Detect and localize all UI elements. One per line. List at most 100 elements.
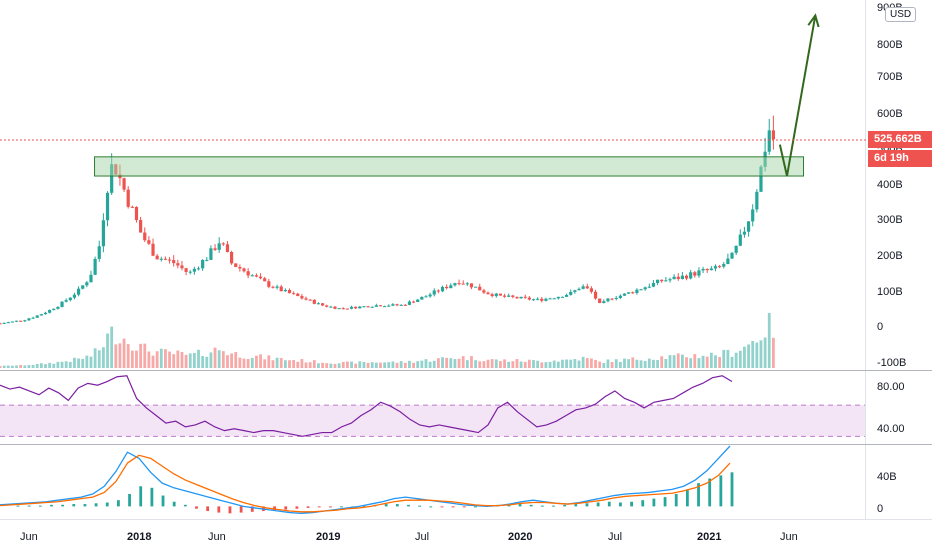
candle-body — [680, 275, 684, 279]
volume-bar — [676, 353, 680, 368]
candle-body — [60, 301, 64, 307]
volume-bar — [623, 358, 626, 368]
volume-bar — [383, 362, 387, 368]
candle-body — [399, 304, 403, 306]
volume-bar — [77, 358, 80, 368]
currency-button[interactable]: USD — [885, 7, 917, 22]
volume-bar — [730, 356, 734, 368]
time-tick-label: Jul — [415, 531, 429, 543]
volume-bar — [424, 359, 428, 368]
candle-body — [511, 295, 515, 297]
volume-bar — [656, 360, 659, 368]
candle-body — [205, 259, 209, 261]
volume-bar — [337, 363, 341, 368]
volume-bar — [705, 356, 709, 368]
candle-body — [432, 290, 436, 295]
price-tick-label: 100B — [877, 286, 903, 298]
volume-bar — [213, 347, 217, 368]
macd-histogram-bar — [50, 504, 53, 507]
time-tick-label: 2020 — [508, 531, 532, 543]
volume-bar — [267, 355, 271, 368]
macd-histogram-bar — [83, 504, 87, 507]
volume-bar — [436, 358, 440, 368]
volume-bar — [614, 359, 618, 368]
candle-body — [329, 306, 333, 308]
candle-body — [151, 243, 155, 256]
volume-bar — [403, 362, 407, 368]
volume-bar — [627, 359, 631, 368]
candle-body — [201, 259, 205, 269]
volume-bar — [602, 363, 606, 368]
volume-bar — [751, 340, 755, 368]
macd-histogram-bar — [306, 506, 310, 508]
macd-histogram-bar — [451, 506, 455, 508]
time-tick-label: Jun — [780, 531, 798, 543]
candle-body — [730, 252, 734, 259]
volume-bar — [85, 355, 89, 368]
candle-body — [536, 298, 540, 300]
candle-body — [139, 220, 143, 233]
candle-body — [718, 266, 722, 268]
candle-body — [494, 293, 498, 297]
price-tick-label: 200B — [877, 250, 903, 262]
candle-body — [676, 276, 680, 279]
candle-body — [27, 318, 31, 321]
candle-body — [647, 286, 651, 288]
volume-bar — [507, 361, 511, 368]
candle-body — [209, 248, 213, 260]
candle-body — [531, 299, 536, 301]
candle-body — [478, 286, 482, 291]
candle-body — [304, 298, 308, 300]
candle-body — [474, 286, 478, 288]
volume-bar — [259, 354, 262, 368]
macd-histogram-bar — [395, 504, 399, 507]
volume-bar — [738, 350, 742, 368]
candle-body — [668, 279, 672, 281]
volume-bar — [722, 349, 726, 368]
candle-body — [163, 258, 168, 260]
volume-bar — [726, 349, 730, 368]
volume-bar — [56, 361, 60, 368]
candle-body — [300, 296, 304, 299]
candle-body — [221, 243, 225, 245]
macd-histogram-bar — [195, 506, 198, 509]
candle-body — [726, 258, 730, 265]
candle-body — [465, 283, 469, 285]
candle-body — [39, 314, 43, 316]
candle-body — [635, 289, 639, 294]
volume-bar — [250, 357, 254, 368]
volume-bar — [577, 360, 581, 368]
candle-body — [308, 299, 312, 301]
volume-bar — [2, 365, 6, 368]
volume-bar — [73, 357, 76, 368]
candle-body — [337, 308, 341, 310]
candle-body — [349, 306, 354, 309]
volume-bar — [283, 360, 287, 368]
volume-bar — [548, 361, 552, 368]
volume-bar — [300, 359, 304, 368]
volume-bar — [143, 343, 147, 368]
candle-body — [598, 298, 602, 304]
volume-bar — [714, 355, 717, 368]
candle-body — [453, 283, 457, 286]
candle-body — [238, 266, 242, 269]
volume-bar — [130, 350, 134, 368]
candle-body — [697, 270, 701, 276]
candle-body — [81, 285, 85, 289]
volume-bar — [709, 352, 713, 368]
price-tick-label: 800B — [877, 39, 903, 51]
candle-body — [31, 317, 35, 319]
volume-bar — [470, 356, 473, 368]
volume-bar — [482, 361, 486, 368]
volume-bar — [465, 360, 469, 368]
candle-body — [643, 287, 647, 290]
candle-body — [391, 304, 395, 306]
volume-bar — [408, 360, 411, 368]
candle-body — [155, 255, 159, 260]
macd-histogram-bar — [563, 504, 567, 507]
time-tick-label: 2019 — [316, 531, 340, 543]
candle-body — [498, 293, 503, 296]
volume-bar — [474, 360, 478, 368]
